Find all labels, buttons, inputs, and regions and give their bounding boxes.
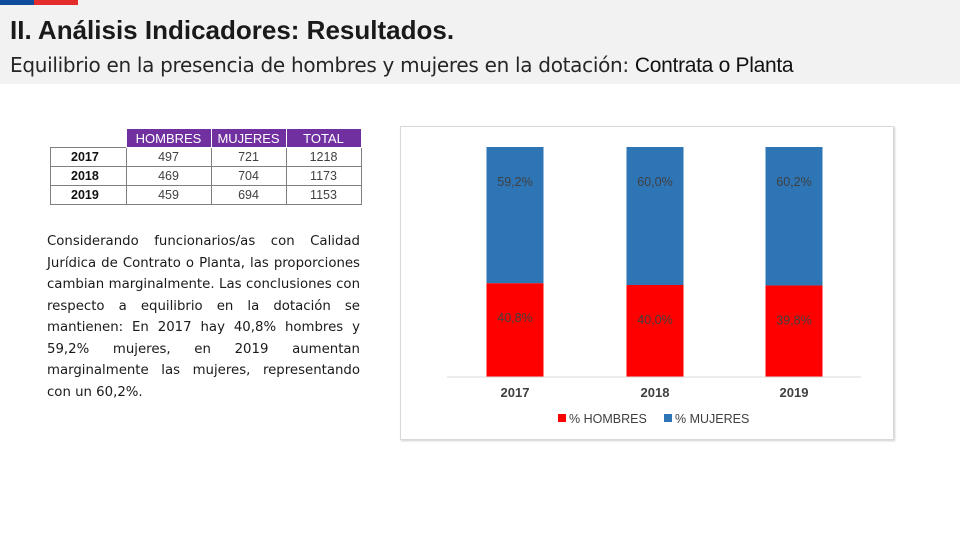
page-title: II. Análisis Indicadores: Resultados. <box>10 15 455 45</box>
bar-mujeres-2017 <box>486 147 544 284</box>
bar-hombres-2018 <box>626 285 684 377</box>
table-header-mujeres: MUJERES <box>210 128 287 148</box>
table-row: 2018 469 704 1173 <box>50 166 362 186</box>
table-cell-mujeres: 721 <box>210 147 287 167</box>
table-row: 2019 459 694 1153 <box>50 185 362 205</box>
table-cell-mujeres: 694 <box>210 185 287 205</box>
data-label-hombres-2019: 39,8% <box>776 313 811 327</box>
table-cell-total: 1173 <box>285 166 362 186</box>
subtitle-text: Equilibrio en la presencia de hombres y … <box>10 53 635 77</box>
bar-hombres-2019 <box>765 285 823 377</box>
x-tick-label-2017: 2017 <box>501 385 530 400</box>
x-tick-label-2019: 2019 <box>780 385 809 400</box>
table-header-blank <box>51 129 127 148</box>
bar-mujeres-2018 <box>626 147 684 285</box>
legend-swatch-hombres <box>558 414 566 422</box>
legend-swatch-mujeres <box>664 414 672 422</box>
x-tick-label-2018: 2018 <box>641 385 670 400</box>
page-subtitle: Equilibrio en la presencia de hombres y … <box>10 53 794 78</box>
table-cell-total: 1153 <box>285 185 362 205</box>
table-cell-hombres: 469 <box>125 166 212 186</box>
data-label-mujeres-2019: 60,2% <box>776 175 811 189</box>
table-cell-year: 2018 <box>50 166 127 186</box>
chart-canvas: 40,8% 59,2% 2017 40,0% 60,0% 2018 39,8% 60,2% 20… <box>447 147 861 426</box>
header-bar: II. Análisis Indicadores: Resultados. Eq… <box>0 0 960 84</box>
table-cell-hombres: 497 <box>125 147 212 167</box>
gender-share-chart: 40,8% 59,2% 2017 40,0% 60,0% 2018 39,8% 60,2% 20… <box>400 126 894 440</box>
data-label-hombres-2017: 40,8% <box>497 311 532 325</box>
flag-stripe-blue <box>0 0 34 5</box>
flag-stripe-red <box>34 0 78 5</box>
legend-label-mujeres: % MUJERES <box>675 412 749 426</box>
data-label-mujeres-2017: 59,2% <box>497 175 532 189</box>
table-cell-year: 2019 <box>50 185 127 205</box>
legend-label-hombres: % HOMBRES <box>569 412 647 426</box>
data-label-hombres-2018: 40,0% <box>637 313 672 327</box>
table-cell-total: 1218 <box>285 147 362 167</box>
table-row: 2017 497 721 1218 <box>50 147 362 167</box>
table-cell-mujeres: 704 <box>210 166 287 186</box>
headcount-table: HOMBRES MUJERES TOTAL 2017 497 721 1218 … <box>50 128 362 205</box>
table-header-hombres: HOMBRES <box>125 128 212 148</box>
table-header-row: HOMBRES MUJERES TOTAL <box>51 128 362 148</box>
analysis-paragraph: Considerando funcionarios/as con Calidad… <box>47 234 360 400</box>
bar-hombres-2017 <box>486 283 544 377</box>
table-cell-hombres: 459 <box>125 185 212 205</box>
headcount-table-container: HOMBRES MUJERES TOTAL 2017 497 721 1218 … <box>50 128 365 205</box>
data-label-mujeres-2018: 60,0% <box>637 175 672 189</box>
table-cell-year: 2017 <box>50 147 127 167</box>
table-header-total: TOTAL <box>285 128 362 148</box>
bar-mujeres-2019 <box>765 147 823 286</box>
subtitle-highlight: Contrata o Planta <box>634 54 794 77</box>
